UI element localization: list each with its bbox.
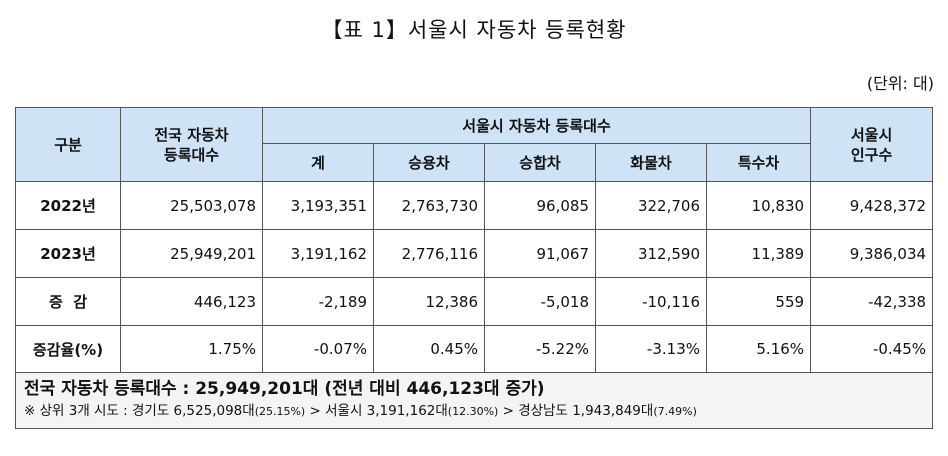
cell: 322,706: [595, 181, 707, 230]
header-seoul-group: 서울시 자동차 등록대수: [261, 107, 812, 144]
cell: -10,116: [595, 277, 707, 326]
header-category: 구분: [15, 107, 121, 182]
summary-text: > 경상남도 1,943,849대: [498, 403, 654, 419]
cell: 2,776,116: [373, 229, 485, 278]
summary-text: ※ 상위 3개 시도 : 경기도 6,525,098대: [24, 403, 255, 419]
header-special: 특수차: [705, 143, 812, 182]
unit-label: (단위: 대): [866, 74, 934, 93]
cell: 312,590: [595, 229, 707, 278]
table-row: 2023년 25,949,201 3,191,162 2,776,116 91,…: [15, 229, 934, 278]
page-title: 【표 1】서울시 자동차 등록현황: [321, 18, 627, 42]
cell: 12,386: [373, 277, 485, 326]
header-national: 전국 자동차 등록대수: [120, 107, 263, 182]
header-truck: 화물차: [595, 143, 707, 182]
summary-text: > 서울시 3,191,162대: [305, 403, 448, 419]
header-population: 서울시 인구수: [810, 107, 934, 182]
row-label: 2023년: [15, 229, 121, 278]
cell: 25,503,078: [120, 181, 263, 230]
cell: 96,085: [484, 181, 596, 230]
cell: 0.45%: [373, 325, 485, 373]
summary-pct: (7.49%): [653, 405, 697, 418]
header-passenger: 승용차: [373, 143, 485, 182]
summary-pct: (12.30%): [447, 405, 499, 418]
table-row: 2022년 25,503,078 3,193,351 2,763,730 96,…: [15, 181, 934, 230]
cell: 9,386,034: [810, 229, 934, 278]
header-total: 계: [262, 143, 374, 182]
cell: 3,193,351: [262, 181, 374, 230]
header-van: 승합차: [484, 143, 596, 182]
summary-pct: (25.15%): [254, 405, 306, 418]
summary-sub: ※ 상위 3개 시도 : 경기도 6,525,098대(25.15%) > 서울…: [24, 401, 924, 422]
cell: 10,830: [705, 181, 812, 230]
row-label: 증감율(%): [15, 325, 121, 373]
summary-cell: 전국 자동차 등록대수 : 25,949,201대 (전년 대비 446,123…: [14, 372, 934, 429]
table-row: 증 감 446,123 -2,189 12,386 -5,018 -10,116…: [15, 277, 934, 326]
cell: 5.16%: [705, 325, 812, 373]
cell: -0.07%: [262, 325, 374, 373]
summary-row: 전국 자동차 등록대수 : 25,949,201대 (전년 대비 446,123…: [14, 372, 934, 429]
cell: 11,389: [705, 229, 812, 278]
cell: -2,189: [262, 277, 374, 326]
cell: 2,763,730: [373, 181, 485, 230]
table-row: 증감율(%) 1.75% -0.07% 0.45% -5.22% -3.13% …: [15, 325, 934, 373]
registration-table: 구분 전국 자동차 등록대수 서울시 자동차 등록대수 서울시 인구수 계 승용…: [14, 107, 934, 429]
summary-main: 전국 자동차 등록대수 : 25,949,201대 (전년 대비 446,123…: [24, 379, 545, 399]
cell: 3,191,162: [262, 229, 374, 278]
cell: 1.75%: [120, 325, 263, 373]
cell: 446,123: [120, 277, 263, 326]
row-label: 2022년: [15, 181, 121, 230]
cell: 25,949,201: [120, 229, 263, 278]
cell: -5,018: [484, 277, 596, 326]
cell: -0.45%: [810, 325, 934, 373]
cell: 91,067: [484, 229, 596, 278]
cell: 559: [705, 277, 812, 326]
cell: -5.22%: [484, 325, 596, 373]
cell: -3.13%: [595, 325, 707, 373]
cell: 9,428,372: [810, 181, 934, 230]
row-label: 증 감: [15, 277, 121, 326]
cell: -42,338: [810, 277, 934, 326]
